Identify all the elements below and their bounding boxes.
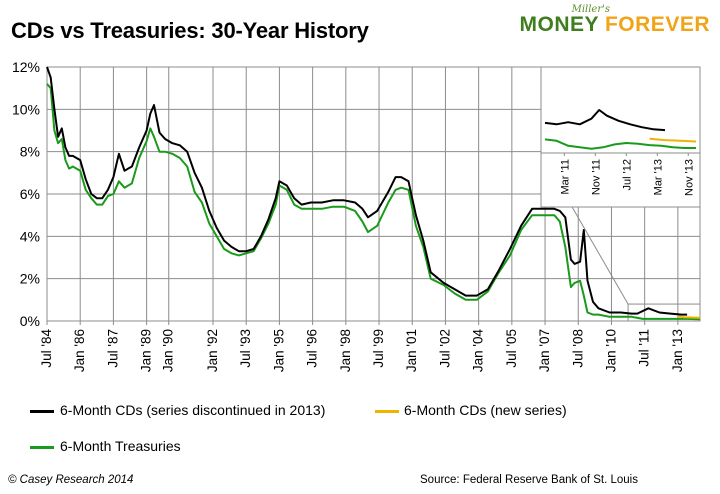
inset-series-line-6-month-cds-new-series (649, 137, 697, 143)
legend-swatch-cds-new (375, 410, 399, 413)
inset-x-tick-label: Nov '11 (590, 159, 602, 195)
legend-swatch-cds-old (30, 410, 54, 413)
x-tick-label: Jan '89 (139, 329, 154, 372)
x-tick-label: Jan '01 (404, 329, 419, 372)
series-line-6-month-cds-series-discontinued-in-2013 (46, 66, 688, 316)
x-tick-label: Jul '08 (570, 329, 585, 368)
series-line-6-month-cds-new-series (677, 315, 701, 319)
x-tick-label: Jan '13 (670, 329, 685, 372)
logo-wordmark: MONEY FOREVER (510, 13, 710, 37)
x-tick-label: Jul '99 (371, 329, 386, 368)
inset-x-tick-label: Mar '13 (652, 159, 664, 195)
x-tick-label: Jan '95 (271, 329, 286, 372)
copyright-text: © Casey Research 2014 (8, 474, 134, 486)
x-tick-label: Jan '04 (471, 329, 486, 373)
chart-title: CDs vs Treasuries: 30-Year History (11, 18, 369, 43)
x-tick-label: Jul '02 (437, 329, 452, 368)
inset-x-tick-label: Nov '13 (683, 159, 695, 196)
x-tick-label: Jan '86 (72, 329, 87, 372)
inset-x-tick-label: Jul '12 (621, 159, 633, 190)
inset-x-tick-label: Mar '11 (559, 159, 571, 195)
legend-label-cds-old: 6-Month CDs (series discontinued in 2013… (60, 402, 326, 418)
x-tick-label: Jul '87 (105, 329, 120, 368)
x-tick-label: Jan '92 (205, 329, 220, 372)
legend-label-cds-new: 6-Month CDs (new series) (404, 402, 567, 418)
y-tick-label: 8% (20, 144, 40, 160)
x-tick-label: Jul '11 (637, 329, 652, 367)
x-tick-label: Jul '93 (238, 329, 253, 368)
legend-label-treasuries: 6-Month Treasuries (60, 438, 181, 454)
y-tick-label: 0% (20, 313, 40, 329)
brand-logo: Miller's MONEY FOREVER (510, 4, 710, 37)
y-tick-label: 2% (20, 271, 40, 287)
logo-word-forever: FOREVER (604, 13, 710, 36)
logo-prefix: Miller's (571, 4, 610, 15)
y-tick-label: 4% (20, 228, 40, 244)
x-tick-label: Jan '90 (161, 329, 176, 372)
x-tick-label: Jul '84 (39, 329, 54, 368)
logo-word-money: MONEY (519, 13, 599, 36)
y-tick-label: 10% (12, 101, 40, 117)
x-tick-label: Jan '98 (338, 329, 353, 372)
legend-swatch-treasuries (30, 446, 54, 449)
inset-panel (540, 66, 701, 208)
x-tick-label: Jul '05 (504, 329, 519, 368)
x-tick-label: Jul '96 (305, 329, 320, 368)
x-tick-label: Jan '10 (603, 329, 618, 372)
x-tick-label: Jan '07 (537, 329, 552, 372)
y-tick-label: 6% (20, 186, 40, 202)
y-tick-label: 12% (12, 59, 40, 75)
source-text: Source: Federal Reserve Bank of St. Loui… (420, 474, 638, 486)
inset-series-line-6-month-cds-series-discontinued-in-2013 (544, 109, 666, 132)
series-line-6-month-treasuries (46, 83, 701, 321)
inset-series-line-6-month-treasuries (544, 138, 696, 150)
